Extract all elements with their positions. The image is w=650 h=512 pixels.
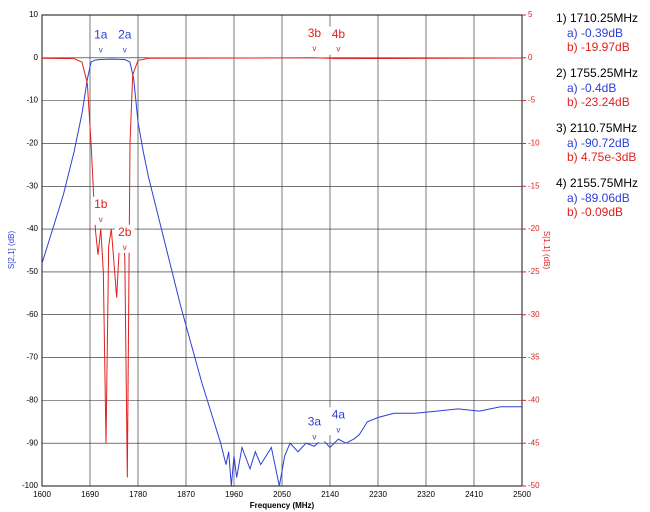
y2-tick-label: -30 [528, 310, 540, 319]
y2-tick-label: -5 [528, 96, 536, 105]
marker-label-bg [328, 26, 349, 55]
x-tick-label: 1600 [33, 490, 51, 499]
y-tick-label: -40 [26, 224, 38, 233]
y2-tick-label: 5 [528, 10, 533, 19]
y2-tick-label: -45 [528, 438, 540, 447]
readout-freq: 2) 1755.25MHz [556, 66, 638, 80]
y2-tick-label: -20 [528, 224, 540, 233]
marker: v [123, 243, 127, 252]
y2-tick-label: -35 [528, 353, 540, 362]
y2-tick-label: -50 [528, 481, 540, 490]
y-tick-label: -20 [26, 139, 38, 148]
marker: v [336, 425, 340, 434]
y-tick-label: -10 [26, 96, 38, 105]
readout-freq: 3) 2110.75MHz [556, 121, 637, 135]
x-tick-label: 2320 [417, 490, 435, 499]
x-tick-label: 2410 [465, 490, 483, 499]
y-tick-label: -30 [26, 181, 38, 190]
y-tick-label: 0 [34, 53, 39, 62]
readout-a: a) -89.06dB [567, 191, 630, 205]
x-tick-label: 2230 [369, 490, 387, 499]
y2-tick-label: -10 [528, 139, 540, 148]
x-axis-label: Frequency (MHz) [250, 501, 315, 510]
y-tick-label: 10 [29, 10, 38, 19]
y-axis-label: S[2,1] (dB) [7, 231, 16, 270]
readout-b: b) -19.97dB [567, 40, 630, 54]
marker-label: 3b [308, 26, 322, 40]
marker-label: 4b [332, 27, 346, 41]
series-line [41, 57, 523, 478]
readout-freq: 4) 2155.75MHz [556, 176, 638, 190]
marker-label-bg [114, 27, 135, 56]
marker: v [312, 432, 316, 441]
series-line [41, 58, 522, 487]
y2-axis-label: S[1,1] (dB) [542, 231, 551, 270]
marker-label-bg [328, 407, 349, 436]
marker: v [123, 46, 127, 55]
readout-b: b) -0.09dB [567, 205, 623, 219]
marker-label-bg [90, 196, 111, 225]
y2-tick-label: -15 [528, 181, 540, 190]
y-tick-label: -100 [22, 481, 39, 490]
x-tick-label: 1960 [225, 490, 243, 499]
marker: v [336, 45, 340, 54]
marker-label-bg [304, 414, 325, 443]
x-tick-label: 2140 [321, 490, 339, 499]
y2-tick-label: -40 [528, 395, 540, 404]
marker-label: 1a [94, 28, 108, 42]
readout-a: a) -0.4dB [567, 81, 616, 95]
x-tick-label: 1690 [81, 490, 99, 499]
y2-tick-label: -25 [528, 267, 540, 276]
y-tick-label: -90 [26, 438, 38, 447]
y-tick-label: -60 [26, 310, 38, 319]
x-tick-label: 1780 [129, 490, 147, 499]
readout-b: b) -23.24dB [567, 95, 630, 109]
readout-a: a) -0.39dB [567, 26, 623, 40]
marker-label: 1b [94, 197, 108, 211]
x-tick-label: 2500 [513, 490, 531, 499]
marker-label-bg [114, 224, 135, 253]
marker-label: 3a [308, 414, 322, 428]
marker-label: 2b [118, 225, 132, 239]
x-tick-label: 2050 [273, 490, 291, 499]
marker-label-bg [90, 27, 111, 56]
y-tick-label: -50 [26, 267, 38, 276]
y2-tick-label: 0 [528, 53, 533, 62]
readout-a: a) -90.72dB [567, 136, 630, 150]
marker-label: 2a [118, 28, 132, 42]
readout-b: b) 4.75e-3dB [567, 150, 636, 164]
y-tick-label: -80 [26, 395, 38, 404]
marker-label: 4a [332, 407, 346, 421]
marker: v [312, 44, 316, 53]
y-tick-label: -70 [26, 353, 38, 362]
x-tick-label: 1870 [177, 490, 195, 499]
readout-freq: 1) 1710.25MHz [556, 11, 638, 25]
marker: v [99, 215, 103, 224]
marker-label-bg [304, 25, 325, 54]
marker: v [99, 46, 103, 55]
